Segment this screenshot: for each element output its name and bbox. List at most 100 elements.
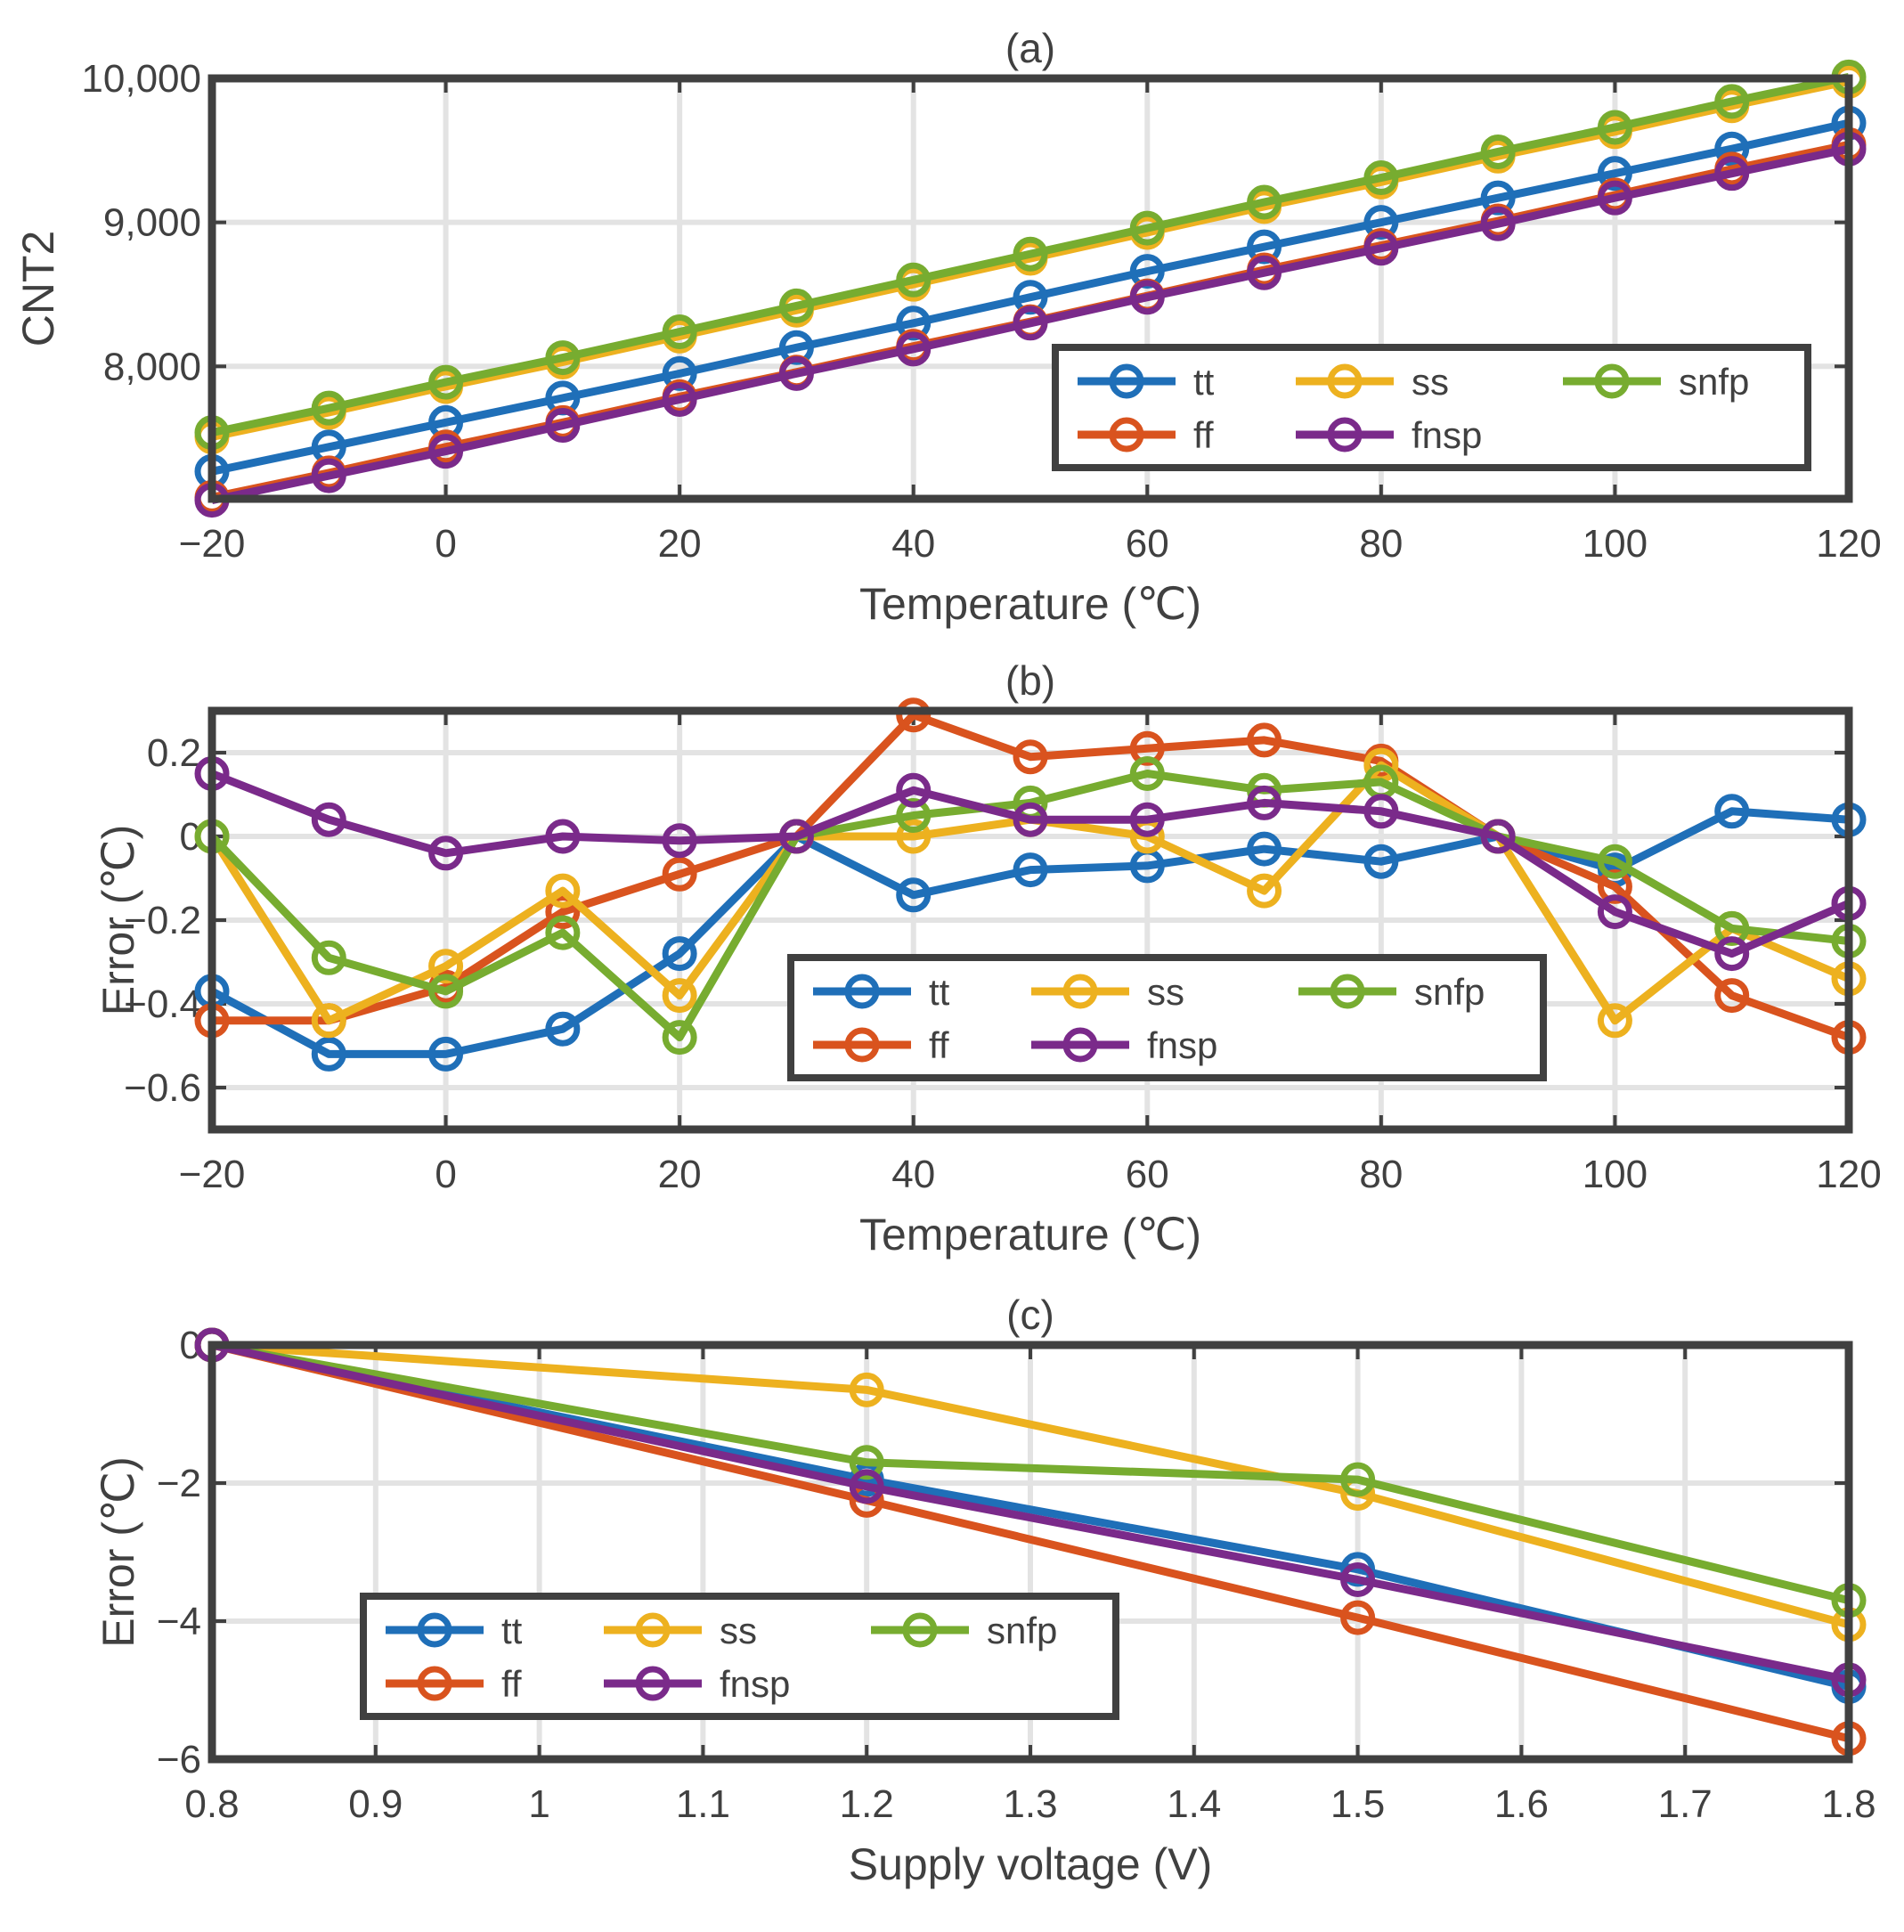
data-point-tt <box>662 936 697 972</box>
data-point-fnsp <box>778 355 814 391</box>
panel-a: −20 0 20 40 60 80 100 120 8,000 9,000 10,000 (a) Tem… <box>13 25 1882 629</box>
legend-box <box>360 1593 1119 1720</box>
legend-item-ff: ff <box>386 1663 522 1705</box>
legend-label-snfp: snfp <box>1679 361 1749 403</box>
data-point-snfp <box>1247 184 1282 220</box>
legend-label-tt: tt <box>1193 361 1215 403</box>
legend-item-snfp: snfp <box>1298 971 1485 1013</box>
data-point-ss <box>1597 1003 1632 1039</box>
legend-item-tt: tt <box>386 1610 523 1651</box>
data-point-snfp <box>1363 764 1399 800</box>
legend-item-tt: tt <box>813 971 950 1013</box>
series-line-tt <box>209 807 1850 1058</box>
legend-label-ff: ff <box>501 1663 522 1705</box>
data-point-fnsp <box>1597 894 1632 930</box>
series-line-fnsp <box>211 144 1850 505</box>
legend-box <box>1052 344 1811 471</box>
chart-title: (c) <box>1006 1292 1054 1338</box>
series-group <box>194 697 1867 1072</box>
x-tick-label: 1.1 <box>676 1782 730 1826</box>
data-point-ss <box>662 978 697 1014</box>
x-tick-label: 20 <box>658 1153 702 1196</box>
data-point-fnsp <box>1714 936 1750 972</box>
data-point-snfp <box>1129 210 1165 246</box>
data-point-ss <box>428 949 464 984</box>
data-point-tt <box>1714 131 1750 167</box>
legend-item-fnsp: fnsp <box>1031 1024 1217 1066</box>
chart-title: (b) <box>1005 657 1055 704</box>
data-point-fnsp <box>1363 231 1399 266</box>
data-point-fnsp <box>1013 306 1048 341</box>
data-point-ff <box>545 894 581 930</box>
data-point-ss <box>849 1372 884 1407</box>
legend-item-snfp: snfp <box>1563 361 1749 403</box>
data-point-tt <box>428 1036 464 1072</box>
data-point-fnsp <box>311 458 346 493</box>
data-point-fnsp <box>849 1469 884 1504</box>
x-tick-label: −20 <box>179 1153 246 1196</box>
data-point-ff <box>1714 978 1750 1014</box>
legend-marker-ff <box>417 1666 452 1701</box>
legend-marker-snfp <box>1330 974 1365 1009</box>
series-line-ss <box>211 77 1850 441</box>
x-tick-label: 1.3 <box>1003 1782 1057 1826</box>
legend-label-ss: ss <box>720 1610 757 1651</box>
data-point-fnsp <box>311 802 346 837</box>
data-point-snfp <box>896 262 932 298</box>
series-line-ss <box>211 1341 1851 1629</box>
data-point-tt <box>1013 852 1048 888</box>
series-line-snfp <box>211 1341 1851 1605</box>
data-point-snfp <box>1013 236 1048 272</box>
data-point-snfp <box>311 940 346 975</box>
legend-label-ff: ff <box>1193 414 1214 456</box>
legend-marker-ss <box>1327 363 1363 399</box>
x-tick-label: 60 <box>1126 522 1169 566</box>
legend-item-ff: ff <box>1078 414 1214 456</box>
data-point-snfp <box>1597 110 1632 145</box>
series-line-tt <box>211 118 1850 476</box>
legend-marker-ss <box>1062 974 1098 1009</box>
x-axis-label: Supply voltage (V) <box>849 1839 1213 1889</box>
y-tick-label: 9,000 <box>103 201 201 245</box>
data-point-fnsp <box>896 772 932 808</box>
series-group <box>194 59 1867 518</box>
data-point-fnsp <box>1129 280 1165 315</box>
x-tick-label: 1.4 <box>1167 1782 1221 1826</box>
x-tick-label: 80 <box>1359 522 1403 566</box>
x-tick-label: 1.7 <box>1658 1782 1713 1826</box>
legend-item-snfp: snfp <box>871 1610 1057 1651</box>
series-line-ff <box>210 1341 1851 1743</box>
data-point-fnsp <box>1247 785 1282 820</box>
x-tick-label: 60 <box>1126 1153 1169 1196</box>
chart-title: (a) <box>1005 25 1055 71</box>
data-point-snfp <box>1714 910 1750 946</box>
axes-frame <box>207 706 1853 1134</box>
data-point-fnsp <box>1363 794 1399 829</box>
axes-frame <box>207 1341 1853 1764</box>
data-point-snfp <box>1480 134 1516 169</box>
data-point-fnsp <box>662 823 697 859</box>
y-tick-label: −0.6 <box>124 1066 201 1110</box>
x-tick-label: 1.6 <box>1494 1782 1549 1826</box>
x-tick-label: 100 <box>1583 1153 1648 1196</box>
x-tick-label: 40 <box>891 522 935 566</box>
data-point-snfp <box>545 340 581 376</box>
data-point-snfp <box>896 798 932 833</box>
data-point-fnsp <box>896 331 932 367</box>
x-tick-label: 1.5 <box>1330 1782 1385 1826</box>
data-point-fnsp <box>778 819 814 854</box>
legend-label-snfp: snfp <box>987 1610 1057 1651</box>
legend-item-ss: ss <box>1031 971 1184 1013</box>
panel-b: −20 0 20 40 60 80 100 120−0.6−0.4−0.200.2(b)Tem… <box>94 657 1882 1259</box>
legend-item-ss: ss <box>1296 361 1449 403</box>
legend: tt ss snfp ff fnsp <box>787 954 1547 1081</box>
legend-marker-tt <box>417 1612 452 1648</box>
legend: tt ss snfp ff fnsp <box>360 1593 1119 1720</box>
legend-marker-ss <box>635 1612 671 1648</box>
data-point-tt <box>545 1011 581 1047</box>
legend-label-fnsp: fnsp <box>720 1663 790 1705</box>
y-axis-label: Error (℃) <box>94 1456 143 1647</box>
legend-item-fnsp: fnsp <box>1296 414 1482 456</box>
data-point-snfp <box>428 974 464 1009</box>
